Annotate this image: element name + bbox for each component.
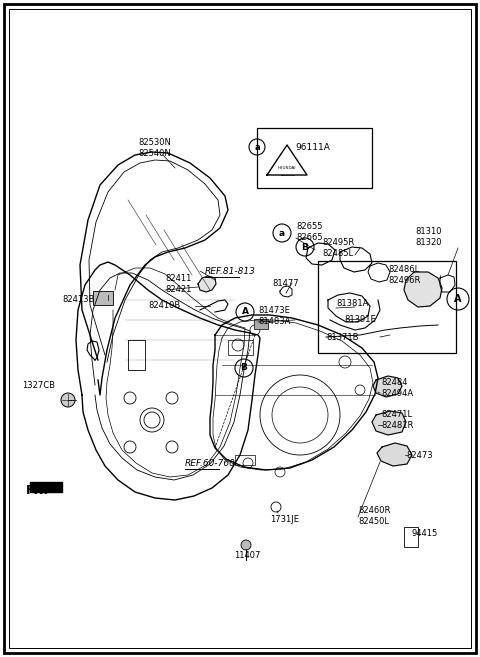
Polygon shape bbox=[198, 276, 216, 292]
Text: FR.: FR. bbox=[26, 484, 49, 497]
Text: 1327CB: 1327CB bbox=[22, 380, 55, 390]
Bar bbox=[228, 340, 253, 355]
Text: 81477: 81477 bbox=[272, 279, 299, 288]
Text: 82473: 82473 bbox=[406, 451, 432, 459]
Text: 81310
81320: 81310 81320 bbox=[415, 227, 442, 246]
Text: 82413B: 82413B bbox=[62, 296, 95, 304]
Text: 81381A: 81381A bbox=[336, 298, 368, 307]
Bar bbox=[254, 319, 268, 329]
Text: REF.60-760: REF.60-760 bbox=[185, 459, 236, 468]
Text: 82484
82494A: 82484 82494A bbox=[381, 378, 413, 397]
Polygon shape bbox=[372, 411, 406, 435]
Polygon shape bbox=[373, 376, 402, 397]
Text: B: B bbox=[240, 363, 247, 373]
Bar bbox=[93, 291, 113, 305]
Text: a: a bbox=[254, 143, 260, 152]
Polygon shape bbox=[404, 272, 442, 307]
Text: 82486L
82496R: 82486L 82496R bbox=[388, 265, 420, 284]
Text: 82655
82665: 82655 82665 bbox=[296, 222, 323, 242]
Text: B: B bbox=[301, 242, 309, 252]
Text: ───────: ─────── bbox=[279, 174, 294, 178]
Polygon shape bbox=[377, 443, 412, 466]
Text: 11407: 11407 bbox=[234, 551, 260, 560]
Bar bbox=[235, 455, 255, 465]
Text: 94415: 94415 bbox=[411, 530, 437, 539]
Text: 82411
82421: 82411 82421 bbox=[165, 275, 192, 294]
Text: REF.81-813: REF.81-813 bbox=[205, 267, 256, 275]
Bar bbox=[404, 527, 418, 547]
Text: 82460R
82450L: 82460R 82450L bbox=[358, 507, 390, 526]
Circle shape bbox=[61, 393, 75, 407]
Text: 81391E: 81391E bbox=[344, 315, 376, 323]
Text: 82495R
82485L: 82495R 82485L bbox=[322, 238, 354, 258]
Text: 82410B: 82410B bbox=[148, 302, 180, 311]
Circle shape bbox=[241, 540, 251, 550]
Text: 81473E
81483A: 81473E 81483A bbox=[258, 306, 290, 326]
Text: 96111A: 96111A bbox=[295, 143, 330, 152]
Text: HYUNDAI: HYUNDAI bbox=[278, 166, 296, 170]
Text: 82530N
82540N: 82530N 82540N bbox=[138, 139, 171, 158]
Text: A: A bbox=[454, 294, 462, 304]
Text: a: a bbox=[279, 229, 285, 237]
Text: 81371B: 81371B bbox=[326, 332, 359, 342]
Text: 82471L
82481R: 82471L 82481R bbox=[381, 411, 413, 430]
Text: A: A bbox=[241, 307, 249, 317]
Text: 1731JE: 1731JE bbox=[270, 514, 299, 524]
